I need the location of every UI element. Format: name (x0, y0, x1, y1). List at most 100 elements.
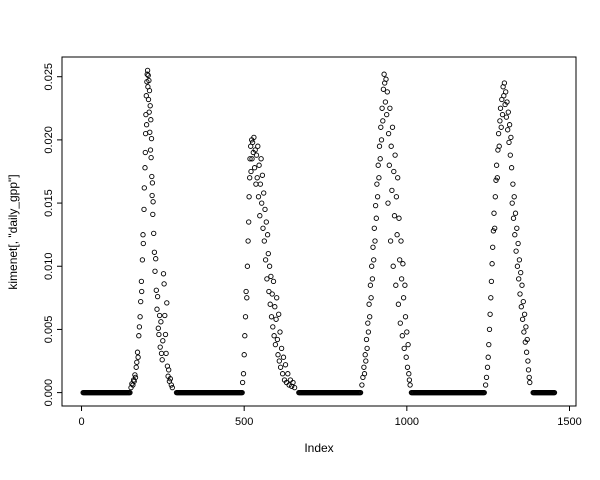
data-point (276, 358, 282, 364)
y-tick-label: 0.010 (43, 252, 55, 280)
data-point (268, 314, 275, 320)
data-point (138, 298, 144, 305)
data-point (361, 364, 367, 370)
data-point (148, 154, 154, 161)
data-point (146, 77, 152, 84)
data-point (503, 114, 510, 120)
data-point (395, 301, 402, 307)
data-point (286, 382, 292, 388)
data-point (149, 192, 155, 199)
data-point (138, 278, 145, 285)
data-point (149, 180, 156, 186)
data-point (497, 118, 503, 124)
data-point (136, 333, 142, 339)
data-point (396, 215, 402, 221)
data-point (403, 354, 409, 360)
data-point (378, 137, 385, 143)
data-point (510, 181, 516, 187)
data-point (244, 263, 251, 269)
data-point (402, 314, 409, 320)
data-point (255, 194, 262, 200)
data-point (274, 295, 280, 301)
data-point (515, 240, 521, 247)
data-point (135, 354, 141, 360)
data-point (391, 168, 397, 175)
data-point (486, 341, 492, 348)
data-point (271, 333, 277, 339)
data-point (490, 244, 496, 250)
data-point (516, 257, 523, 263)
y-tick-label: 0.005 (43, 316, 55, 344)
data-point (249, 156, 255, 162)
data-point (148, 117, 154, 123)
data-point (368, 295, 374, 301)
data-point (139, 288, 145, 295)
data-point (492, 225, 498, 231)
data-point (521, 311, 528, 317)
data-point (264, 232, 271, 238)
data-point (507, 152, 513, 158)
data-point (383, 76, 389, 82)
data-point (272, 341, 279, 348)
data-point (505, 109, 511, 115)
data-point (407, 382, 413, 388)
data-point (365, 320, 371, 326)
data-point (267, 301, 273, 307)
data-point (398, 276, 405, 282)
data-point (483, 374, 490, 381)
data-point (127, 389, 133, 396)
data-point (246, 219, 252, 225)
data-point (252, 147, 258, 153)
data-point (239, 389, 245, 396)
data-point (372, 202, 379, 209)
data-point (260, 225, 266, 231)
data-point (270, 324, 276, 330)
data-point (139, 257, 146, 263)
data-point (145, 72, 151, 79)
data-point (273, 316, 279, 322)
data-point (405, 341, 411, 348)
data-point (163, 350, 169, 357)
data-point (366, 301, 372, 307)
data-point (166, 367, 172, 373)
data-point (376, 175, 382, 181)
data-point (380, 86, 387, 92)
data-point (523, 324, 529, 330)
data-point (504, 99, 510, 105)
x-tick-label: 1000 (395, 416, 419, 428)
data-point (377, 156, 383, 162)
data-point (255, 143, 261, 149)
data-point (253, 152, 260, 158)
data-point (492, 194, 498, 200)
x-axis-title: Index (304, 441, 333, 455)
x-tick-label: 0 (78, 416, 84, 428)
data-point (400, 261, 406, 267)
data-point (247, 175, 253, 181)
data-point (385, 200, 391, 206)
data-point (156, 312, 163, 319)
data-point (406, 377, 413, 383)
data-point (262, 206, 268, 213)
y-tick-label: 0.025 (43, 63, 55, 91)
data-point (265, 250, 271, 257)
data-point (155, 325, 161, 331)
data-point (404, 364, 411, 370)
data-point (148, 135, 155, 142)
data-point (248, 168, 254, 175)
data-point (245, 238, 251, 244)
data-point (161, 281, 167, 287)
data-point (398, 238, 404, 244)
data-point (272, 304, 278, 310)
data-point (518, 269, 524, 276)
data-point (140, 240, 146, 247)
axes: 0 500 1000 1500 0.000 0.005 0.010 0.015 0.020 0.0… (43, 63, 582, 428)
data-point (505, 127, 511, 133)
data-points (80, 67, 558, 396)
data-point (168, 382, 174, 388)
data-point (402, 282, 408, 288)
data-point (279, 371, 286, 377)
data-point (482, 382, 489, 388)
data-point (506, 139, 512, 146)
data-point (520, 298, 526, 305)
